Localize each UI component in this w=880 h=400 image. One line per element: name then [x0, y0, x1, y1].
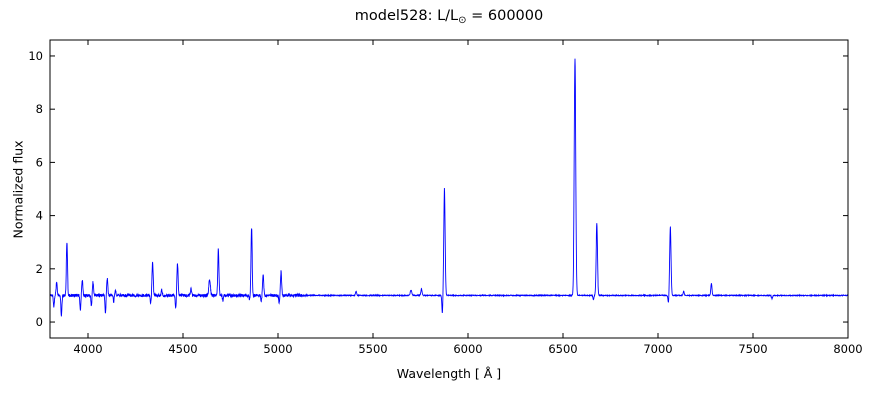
y-axis-label: Normalized flux	[10, 140, 26, 239]
x-tick-label: 4500	[168, 342, 197, 356]
plot-border	[49, 39, 849, 339]
chart-title: model528: L/L⊙ = 600000	[50, 8, 848, 26]
x-tick-label: 6000	[453, 342, 482, 356]
y-tick-label: 0	[36, 315, 43, 329]
x-tick-label: 4000	[73, 342, 102, 356]
chart-title-sun-subscript: ⊙	[458, 15, 467, 26]
axis-ticks: 4000 4500 5000 5500 6000 6500 7000 7500 8000 0 2 4 6…	[28, 40, 863, 356]
y-tick-label: 2	[36, 262, 43, 276]
y-tick-label: 8	[36, 102, 43, 116]
chart-title-prefix: model528: L/L	[354, 8, 459, 24]
x-axis-label: Wavelength [ Å ]	[396, 366, 502, 381]
y-tick-label: 4	[36, 209, 43, 223]
x-tick-label: 7000	[643, 342, 672, 356]
x-tick-label: 5000	[263, 342, 292, 356]
x-tick-label: 7500	[738, 342, 767, 356]
y-tick-label: 10	[28, 49, 43, 63]
x-tick-label: 6500	[548, 342, 577, 356]
chart-title-suffix: = 600000	[466, 8, 544, 24]
spectrum-line	[49, 58, 849, 317]
x-tick-label: 5500	[358, 342, 387, 356]
x-tick-label: 8000	[833, 342, 862, 356]
y-tick-label: 6	[36, 155, 43, 169]
